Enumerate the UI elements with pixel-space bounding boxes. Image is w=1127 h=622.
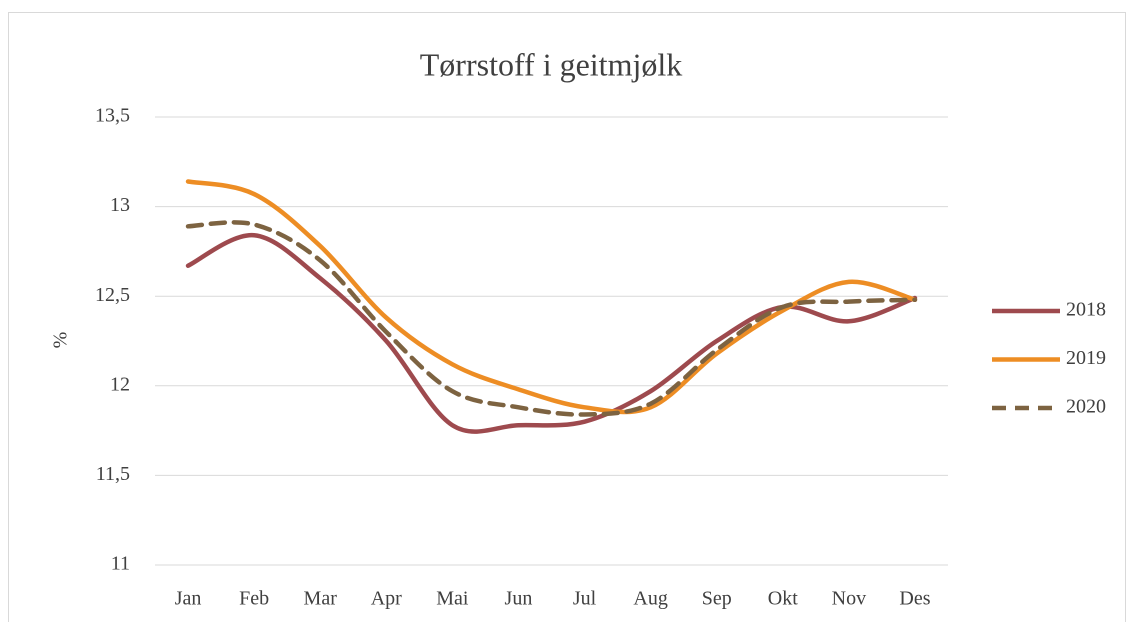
y-tick-label: 11,5 — [96, 463, 130, 485]
y-tick-label: 12,5 — [95, 284, 130, 306]
x-tick-label: Okt — [768, 588, 798, 610]
legend-label: 2018 — [1066, 299, 1106, 321]
legend-label: 2020 — [1066, 396, 1106, 418]
chart-title: Tørrstoff i geitmjølk — [420, 46, 682, 82]
chart-border — [8, 12, 1126, 622]
x-tick-label: Jan — [175, 588, 202, 610]
x-tick-label: Jun — [505, 588, 533, 610]
x-tick-label: Des — [899, 588, 930, 610]
series-line — [185, 220, 918, 417]
x-tick-label: Feb — [239, 588, 269, 610]
x-tick-label: Mar — [304, 588, 338, 610]
y-tick-label: 13 — [110, 194, 130, 216]
y-tick-label: 12 — [110, 373, 130, 395]
legend-label: 2019 — [1066, 347, 1106, 369]
x-tick-label: Sep — [702, 588, 732, 610]
x-tick-label: Apr — [371, 588, 402, 610]
x-tick-label: Jul — [573, 588, 597, 610]
y-tick-label: 13,5 — [95, 105, 130, 127]
series-line — [185, 179, 918, 415]
x-tick-label: Nov — [832, 588, 866, 610]
x-tick-label: Aug — [633, 588, 667, 610]
y-tick-label: 11 — [111, 553, 130, 575]
y-axis-label: % — [50, 332, 72, 349]
x-tick-label: Mai — [436, 588, 469, 610]
